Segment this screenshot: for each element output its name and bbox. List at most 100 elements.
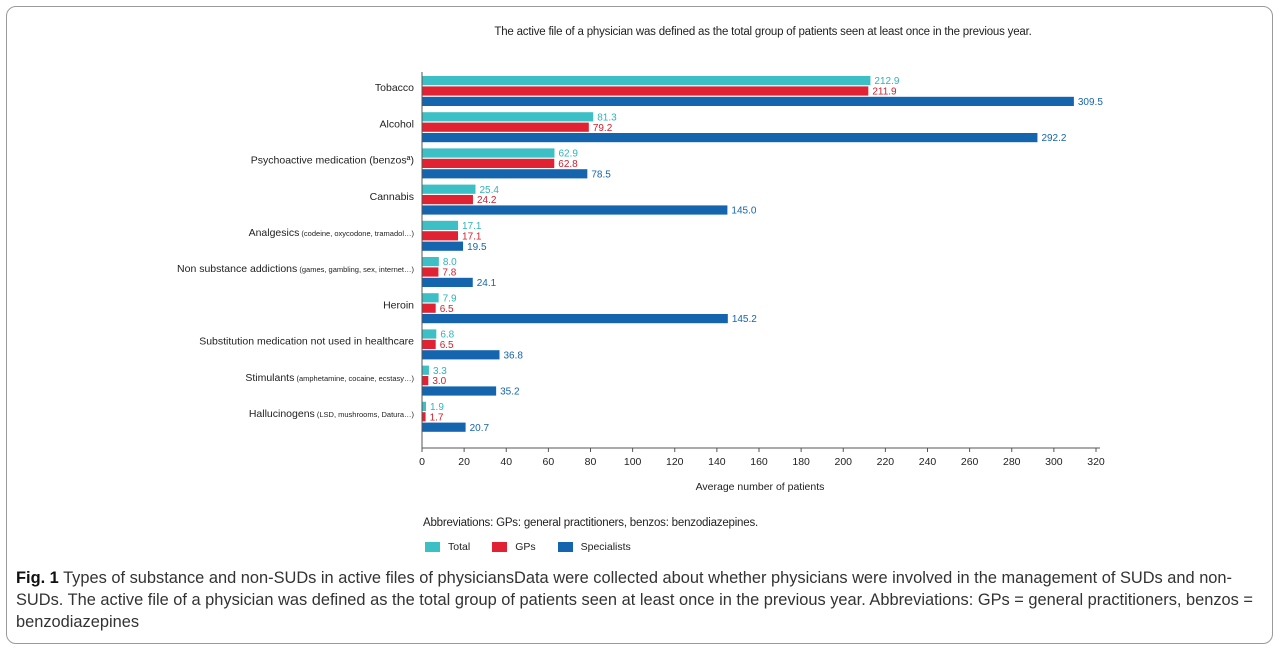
data-label-gps: 1.7: [430, 412, 444, 423]
data-label-total: 7.9: [443, 293, 457, 304]
caption-label: Fig. 1: [16, 569, 59, 587]
legend-label-gps: GPs: [515, 541, 536, 553]
x-tick-label: 0: [419, 456, 425, 468]
data-label-specialists: 35.2: [500, 387, 520, 398]
bar-total: [422, 293, 439, 303]
data-label-gps: 3.0: [432, 376, 446, 387]
bar-specialists: [422, 133, 1038, 143]
data-label-specialists: 292.2: [1041, 133, 1066, 144]
bar-specialists: [422, 169, 588, 179]
x-tick-label: 220: [877, 456, 895, 468]
category-label: Alcohol: [380, 118, 414, 130]
bar-gps: [422, 86, 869, 96]
data-label-total: 25.4: [479, 185, 499, 196]
category-label: Tobacco: [375, 82, 414, 94]
data-label-specialists: 145.0: [731, 206, 756, 217]
data-label-total: 62.9: [558, 149, 578, 160]
bar-gps: [422, 339, 436, 349]
x-tick-label: 180: [792, 456, 810, 468]
x-tick-label: 100: [624, 456, 642, 468]
figure-caption: Fig. 1 Types of substance and non-SUDs i…: [16, 567, 1266, 633]
category-label-detail: (codeine, oxycodone, tramadol…): [299, 229, 414, 238]
category-label: Analgesics (codeine, oxycodone, tramadol…: [249, 227, 415, 239]
category-label: Psychoactive medication (benzosª): [251, 155, 414, 167]
bar-specialists: [422, 205, 728, 215]
legend-item-specialists: Specialists: [557, 541, 631, 553]
bar-total: [422, 365, 429, 375]
data-label-specialists: 78.5: [591, 169, 611, 180]
data-label-total: 6.8: [440, 330, 454, 341]
bar-specialists: [422, 422, 466, 432]
x-tick-label: 160: [750, 456, 768, 468]
data-label-gps: 17.1: [462, 231, 482, 242]
chart-legend: Total GPs Specialists: [425, 541, 653, 553]
data-label-total: 212.9: [874, 76, 899, 87]
x-tick-label: 300: [1045, 456, 1063, 468]
x-tick-label: 80: [585, 456, 597, 468]
data-label-total: 8.0: [443, 257, 457, 268]
data-label-gps: 7.8: [442, 268, 456, 279]
data-label-gps: 211.9: [872, 87, 897, 98]
category-label-main: Analgesics: [249, 227, 300, 239]
x-tick-label: 60: [543, 456, 555, 468]
category-label-main: Tobacco: [375, 82, 414, 94]
category-label-detail: (LSD, mushrooms, Datura…): [315, 410, 415, 419]
data-label-specialists: 309.5: [1078, 97, 1103, 108]
data-label-specialists: 145.2: [732, 314, 757, 325]
chart-note: The active file of a physician was defin…: [494, 26, 1032, 38]
legend-label-total: Total: [448, 541, 471, 553]
data-label-gps: 6.5: [440, 304, 454, 315]
x-tick-label: 20: [458, 456, 470, 468]
category-label: Heroin: [383, 299, 414, 311]
x-axis-title: Average number of patients: [696, 481, 825, 493]
bar-gps: [422, 267, 439, 277]
bar-specialists: [422, 96, 1074, 106]
x-tick-label: 200: [834, 456, 852, 468]
bar-gps: [422, 412, 426, 422]
bar-gps: [422, 303, 436, 313]
x-tick-label: 260: [961, 456, 979, 468]
bar-total: [422, 148, 555, 158]
bar-total: [422, 401, 427, 411]
caption-text: Types of substance and non-SUDs in activ…: [16, 569, 1253, 631]
bar-specialists: [422, 386, 497, 396]
x-tick-label: 240: [919, 456, 937, 468]
data-label-total: 81.3: [597, 112, 617, 123]
legend-swatch-specialists: [557, 542, 573, 552]
bar-total: [422, 76, 871, 86]
bar-total: [422, 112, 594, 122]
category-label-detail: (games, gambling, sex, internet…): [297, 265, 414, 274]
bar-gps: [422, 231, 459, 241]
data-label-specialists: 24.1: [477, 278, 497, 289]
data-label-gps: 79.2: [593, 123, 613, 134]
data-label-gps: 24.2: [477, 195, 497, 206]
bar-specialists: [422, 314, 728, 324]
bar-total: [422, 257, 439, 267]
category-label-detail: (amphetamine, cocaine, ecstasy…): [294, 374, 414, 383]
x-tick-label: 280: [1003, 456, 1021, 468]
bar-gps: [422, 122, 589, 132]
data-label-specialists: 20.7: [470, 423, 490, 434]
bar-total: [422, 329, 437, 339]
bar-gps: [422, 158, 555, 168]
legend-swatch-total: [425, 542, 440, 552]
bar-gps: [422, 376, 429, 386]
data-label-specialists: 19.5: [467, 242, 487, 253]
data-label-gps: 62.8: [558, 159, 578, 170]
data-label-gps: 6.5: [440, 340, 454, 351]
x-tick-label: 120: [666, 456, 684, 468]
category-label: Hallucinogens (LSD, mushrooms, Datura…): [249, 408, 415, 420]
x-tick-label: 40: [500, 456, 512, 468]
data-label-total: 1.9: [430, 402, 444, 413]
category-label-main: Psychoactive medication (benzosª): [251, 155, 414, 167]
category-label-main: Substitution medication not used in heal…: [199, 336, 414, 348]
data-label-total: 3.3: [433, 366, 447, 377]
category-label-main: Stimulants: [245, 372, 294, 384]
data-label-total: 17.1: [462, 221, 482, 232]
category-label: Cannabis: [370, 191, 414, 203]
x-tick-label: 140: [708, 456, 726, 468]
category-label-main: Hallucinogens: [249, 408, 315, 420]
bar-total: [422, 220, 459, 230]
bar-gps: [422, 195, 473, 205]
